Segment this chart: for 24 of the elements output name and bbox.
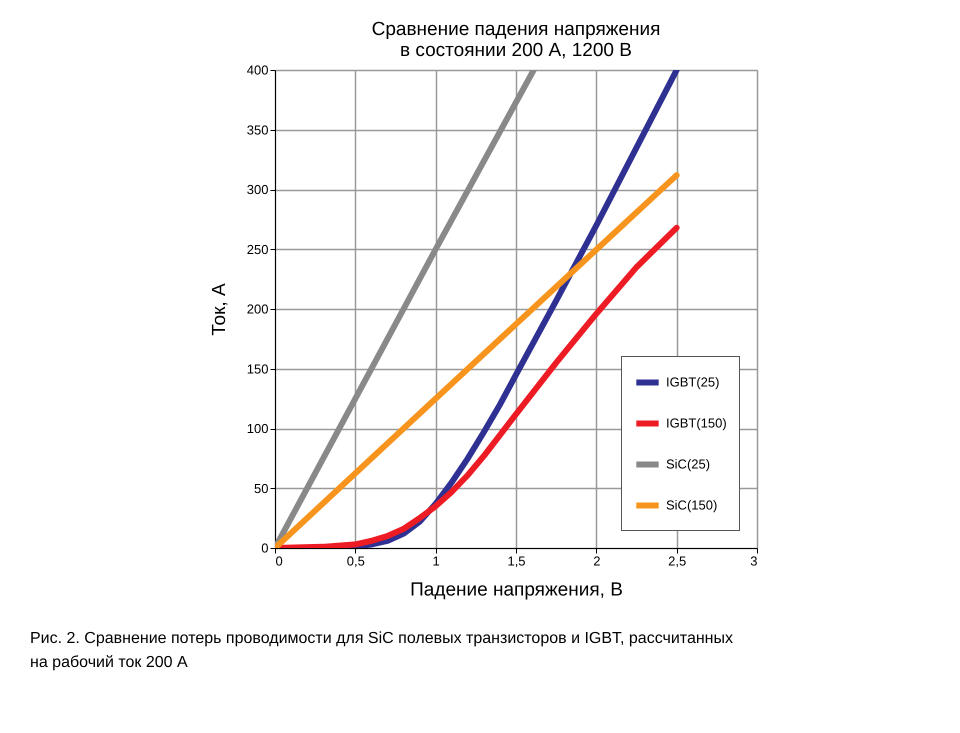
y-tick-label: 250 <box>246 242 268 257</box>
y-axis-title: Ток, А <box>208 283 230 336</box>
legend-label: IGBT(150) <box>666 416 727 430</box>
y-tick-label: 100 <box>246 421 268 436</box>
y-tick-label: 400 <box>246 62 268 78</box>
y-tick-label: 0 <box>261 540 268 556</box>
x-axis-title: Падение напряжения, В <box>410 580 623 600</box>
x-tick-label: 1,5 <box>507 554 526 568</box>
legend-label: SiC(25) <box>666 456 710 472</box>
y-tick-label: 50 <box>254 480 268 496</box>
text: Рис. 2. Сравнение потерь проводимости для SiC полевых транзисторов и IGBT, рассчитанных на рабочий ток 200 А <box>30 630 734 671</box>
x-tick-label: 2 <box>593 554 600 568</box>
x-tick-label: 3 <box>750 554 758 568</box>
x-tick-label: 0 <box>276 554 283 568</box>
y-tick-label: 200 <box>246 302 268 316</box>
y-tick-label: 350 <box>246 122 268 138</box>
x-tick-label: 0,5 <box>346 554 365 568</box>
legend-label: SiC(150) <box>666 498 718 512</box>
y-tick-label: 150 <box>246 361 268 376</box>
legend-label: IGBT(25) <box>666 374 720 390</box>
y-tick-label: 300 <box>246 182 268 197</box>
x-tick-label: 2,5 <box>668 554 686 568</box>
chart-title: Сравнение падения напряжения в состоянии 200 А, 1200 В <box>372 19 660 61</box>
x-tick-label: 1 <box>432 554 440 568</box>
